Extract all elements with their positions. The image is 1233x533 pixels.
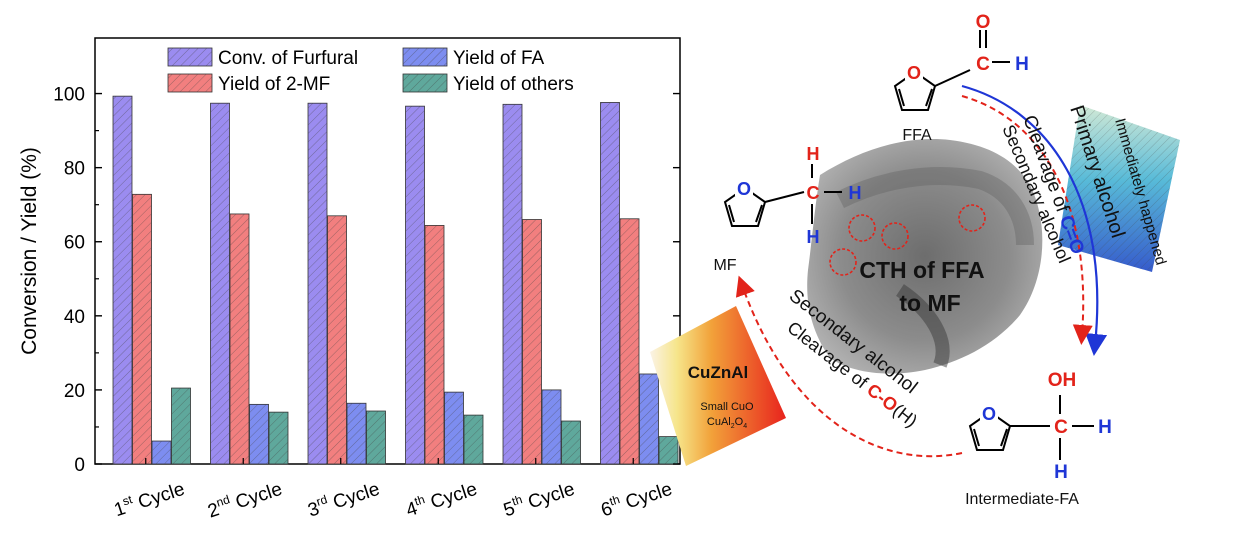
tem-image: CTH of FFA to MF	[807, 139, 1043, 374]
center-title-line1: CTH of FFA	[859, 257, 984, 283]
bar-hatch	[620, 218, 639, 464]
fa-atom-h-bottom: H	[1054, 462, 1068, 483]
bar-hatch	[308, 103, 327, 464]
y-axis: 0 20 40 60 80 100	[53, 85, 680, 476]
bar-hatch	[542, 389, 561, 464]
y-tick-label: 0	[74, 455, 85, 476]
x-tick-label: 2nd Cycle	[204, 476, 284, 523]
mf-atom-h-bottom: H	[807, 227, 820, 247]
catalyst-box: CuZnAl Small CuO CuAl2O4	[650, 306, 786, 466]
bar-hatch	[366, 411, 386, 464]
reaction-arrows	[735, 84, 1108, 458]
fa-atom-c: C	[1054, 417, 1068, 438]
y-tick-label: 20	[64, 381, 85, 402]
bar-hatch	[464, 415, 483, 464]
primary-alcohol-band: Immediately happened Primary alcohol	[1058, 103, 1180, 272]
x-axis: 1st Cycle 2nd Cycle 3rd Cycle 4th Cycle 5th …	[111, 458, 675, 523]
arrow-fa-to-mf-red	[735, 275, 963, 458]
mf-atom-h-top: H	[807, 144, 820, 164]
fa-atom-oh: OH	[1048, 370, 1077, 391]
mf-molecule	[723, 164, 842, 227]
catalyst-name: CuZnAl	[688, 363, 748, 382]
bar-hatch	[152, 441, 171, 464]
bar-hatch	[503, 104, 522, 464]
legend-swatch-hatch	[168, 48, 212, 66]
reaction-scheme: CTH of FFA to MF Immediately happened Pr…	[650, 12, 1180, 508]
legend: Conv. of Furfural Yield of 2-MF Yield of F…	[167, 47, 574, 95]
bar-hatch	[444, 392, 464, 464]
x-tick-label: 4th Cycle	[403, 476, 480, 522]
bar-hatch	[230, 213, 249, 464]
bar-hatch	[327, 215, 347, 464]
bar-hatch	[113, 96, 132, 464]
legend-label: Conv. of Furfural	[218, 48, 358, 69]
bar-hatch	[561, 421, 581, 464]
fa-atom-o: O	[982, 404, 996, 424]
x-tick-label: 5th Cycle	[500, 476, 577, 522]
fa-label: Intermediate-FA	[965, 491, 1079, 508]
x-tick-label: 3rd Cycle	[304, 476, 382, 522]
legend-swatch-hatch	[403, 48, 447, 66]
y-tick-label: 40	[64, 307, 85, 328]
plot-frame	[94, 37, 681, 465]
bar-hatch	[425, 225, 444, 464]
x-tick-label: 1st Cycle	[111, 476, 188, 521]
ffa-label: FFA	[902, 127, 932, 144]
bar-chart: 0 20 40 60 80 100 1st Cycle 2nd Cycle 3rd Cycle…	[18, 37, 681, 523]
legend-swatch-hatch	[403, 74, 447, 92]
x-tick-label: 6th Cycle	[598, 476, 675, 522]
y-tick-label: 100	[53, 85, 85, 106]
ffa-atom-c: C	[976, 54, 990, 75]
ffa-atom-o-ring: O	[907, 63, 921, 83]
catalyst-line1: Small CuO	[700, 401, 754, 413]
y-axis-label: Conversion / Yield (%)	[18, 147, 41, 355]
bar-hatch	[659, 436, 678, 464]
bar-hatch	[171, 388, 191, 464]
bar-hatch	[249, 404, 269, 464]
mf-label: MF	[713, 257, 736, 274]
legend-label: Yield of others	[453, 74, 574, 95]
fa-molecule	[968, 395, 1094, 460]
bar-hatch	[639, 373, 659, 464]
bar-hatch	[347, 403, 366, 464]
arrow-ffa-to-fa-blue	[961, 84, 1108, 356]
ffa-molecule	[893, 30, 1010, 111]
fa-atom-h-right: H	[1098, 417, 1112, 438]
bar-hatch	[210, 103, 230, 464]
ffa-atom-o: O	[976, 12, 991, 33]
mf-atom-c: C	[807, 183, 820, 203]
bar-hatch	[522, 219, 542, 464]
bar-hatch	[269, 412, 288, 464]
mf-atom-h-right: H	[849, 183, 862, 203]
legend-label: Yield of FA	[453, 48, 545, 69]
bar-hatch	[600, 102, 620, 464]
bar-hatch	[132, 194, 152, 464]
y-tick-label: 60	[64, 233, 85, 254]
bar-hatch	[405, 106, 425, 464]
center-title-line2: to MF	[899, 290, 960, 316]
legend-label: Yield of 2-MF	[218, 74, 330, 95]
catalyst-line2: CuAl2O4	[707, 416, 747, 430]
y-tick-label: 80	[64, 159, 85, 180]
arrow-ffa-to-fa-red	[961, 95, 1093, 345]
mf-atom-o: O	[737, 179, 751, 199]
bars	[112, 95, 679, 465]
ffa-atom-h: H	[1015, 54, 1029, 75]
legend-swatch-hatch	[168, 74, 212, 92]
